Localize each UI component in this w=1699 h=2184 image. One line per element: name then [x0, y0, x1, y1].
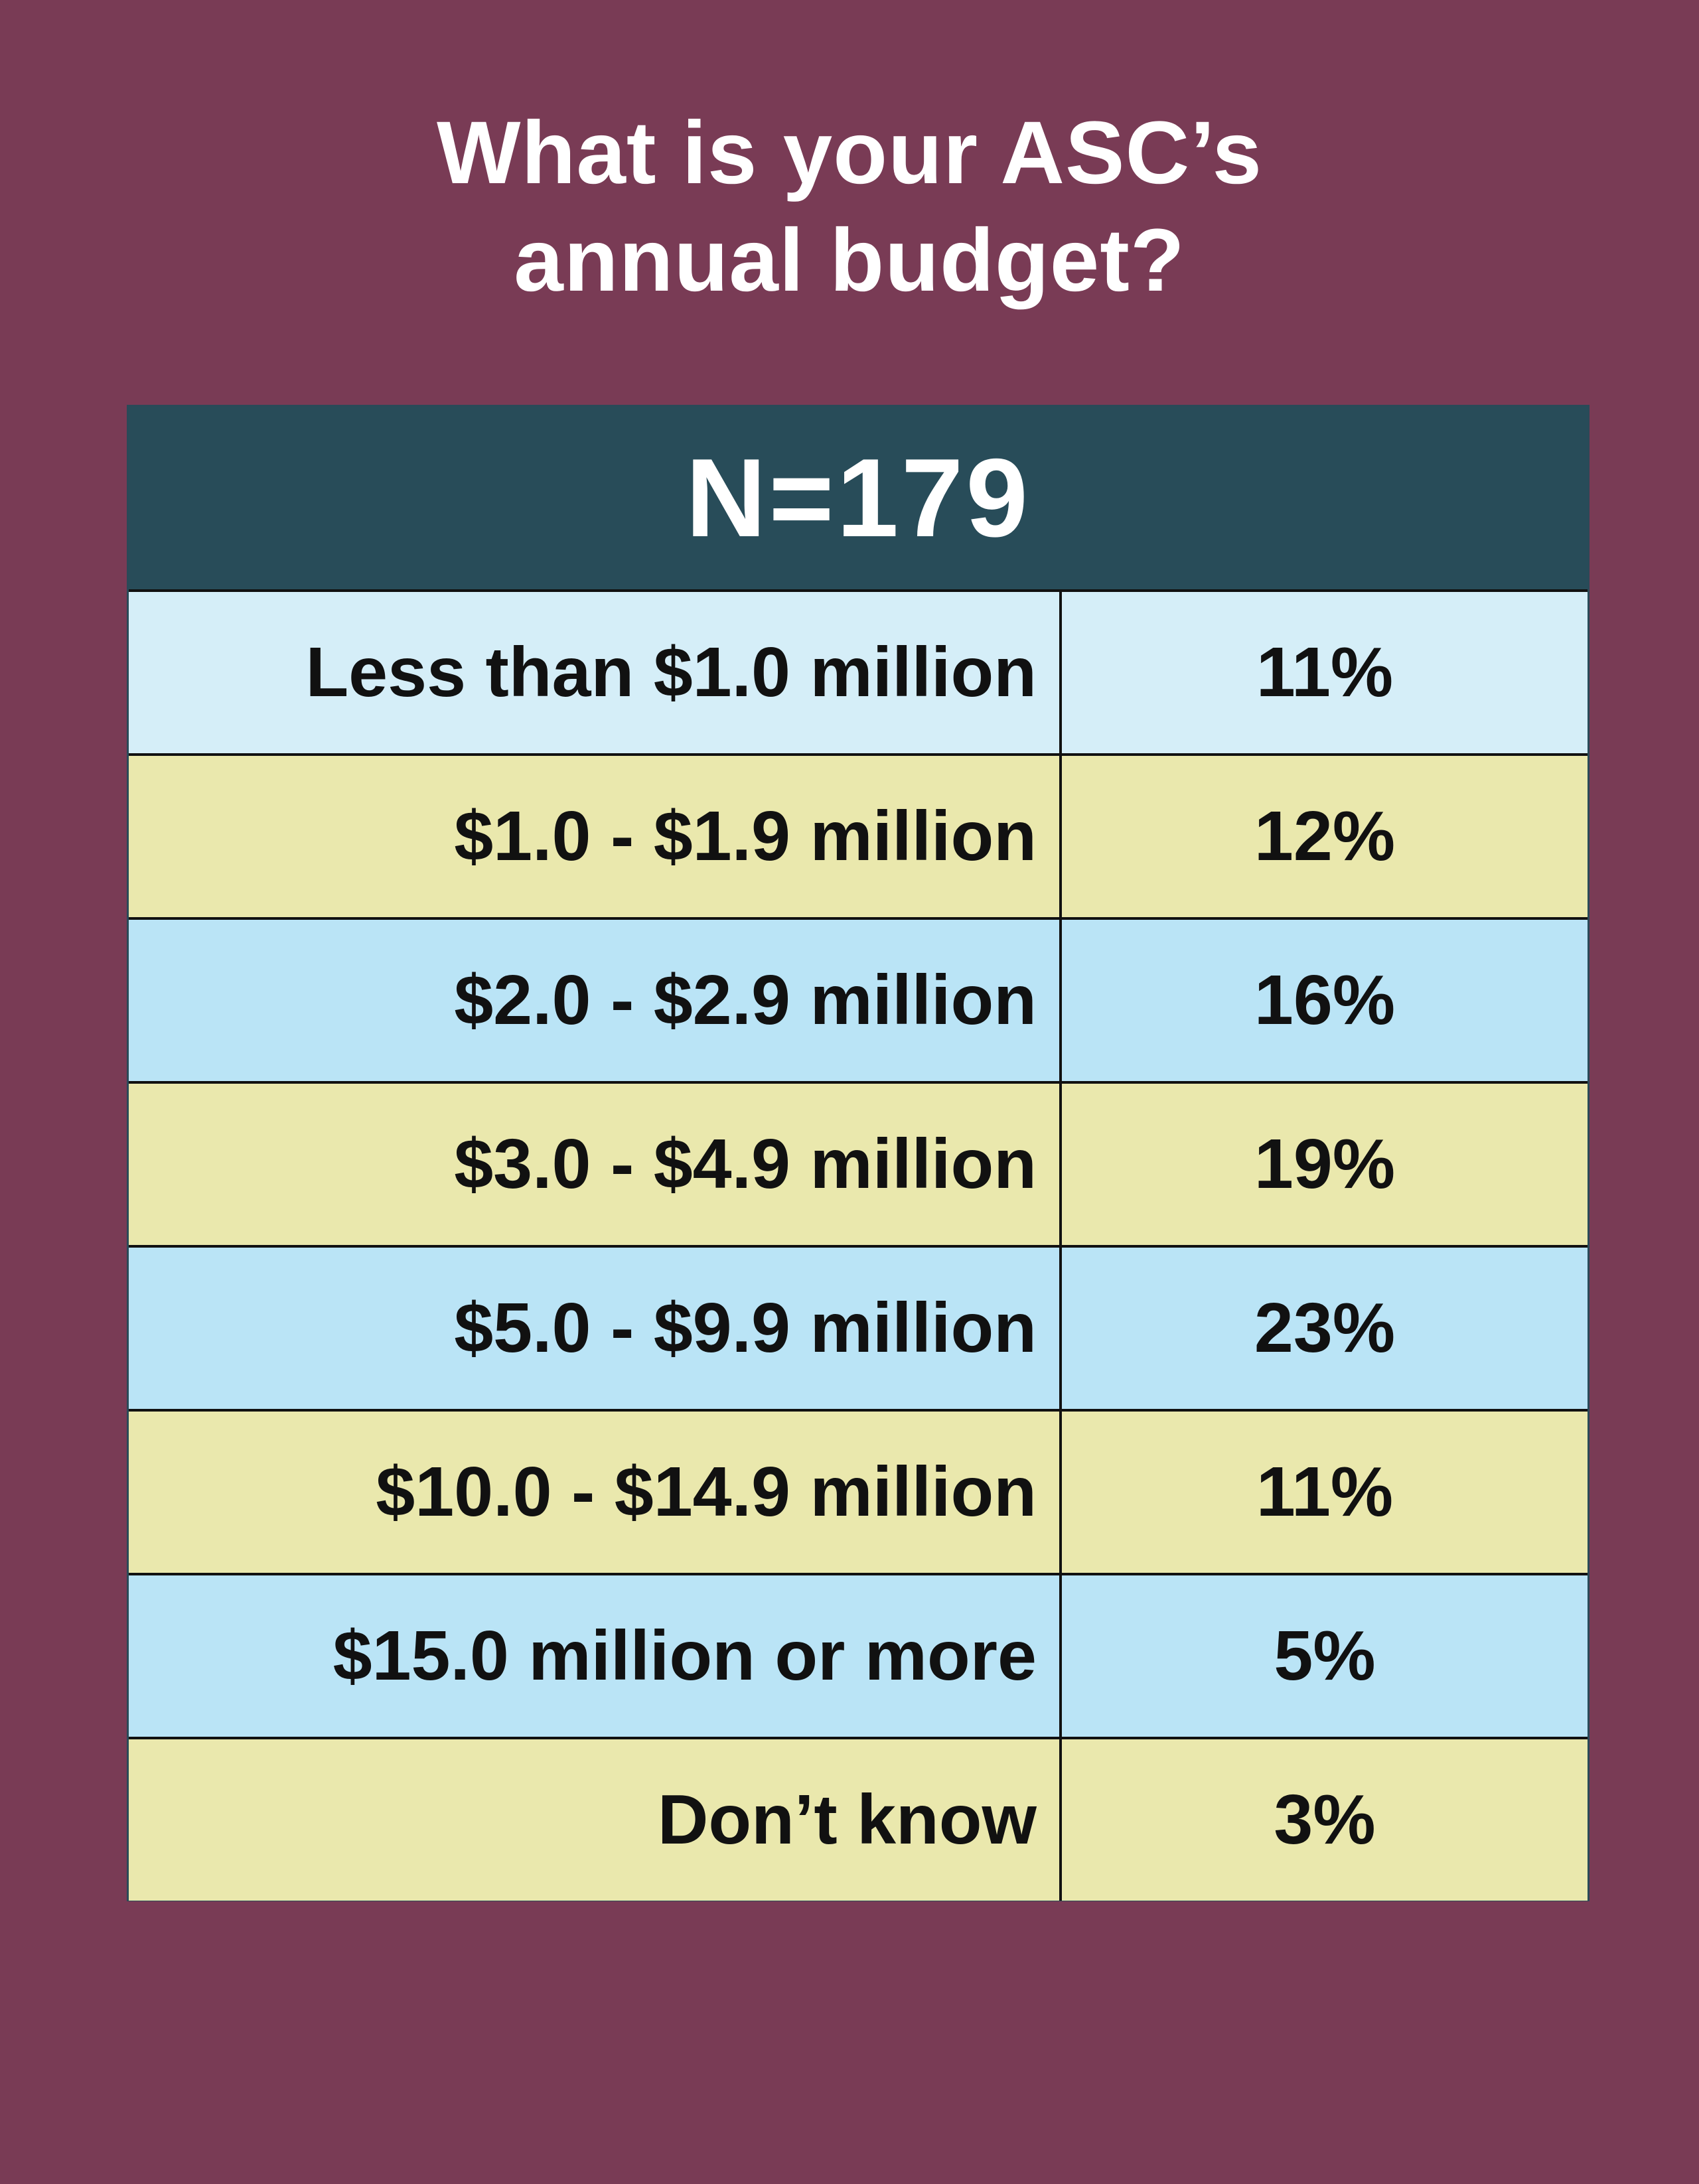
table-row: $15.0 million or more 5%: [129, 1575, 1588, 1739]
row-label: $15.0 million or more: [129, 1575, 1062, 1737]
row-value: 11%: [1256, 633, 1394, 711]
table-row: $10.0 - $14.9 million 11%: [129, 1412, 1588, 1575]
row-value: 16%: [1254, 961, 1396, 1039]
row-label: Less than $1.0 million: [129, 592, 1062, 753]
row-value: 5%: [1274, 1617, 1376, 1695]
row-label: $1.0 - $1.9 million: [129, 756, 1062, 917]
row-label: $10.0 - $14.9 million: [129, 1412, 1062, 1573]
table-body: Less than $1.0 million 11% $1.0 - $1.9 m…: [129, 592, 1588, 1901]
row-label: $5.0 - $9.9 million: [129, 1248, 1062, 1409]
table-row: Less than $1.0 million 11%: [129, 592, 1588, 756]
table-row: $3.0 - $4.9 million 19%: [129, 1084, 1588, 1248]
row-value: 12%: [1254, 797, 1396, 875]
chart-title-line-1: What is your ASC’s: [436, 104, 1263, 202]
table-row: $5.0 - $9.9 million 23%: [129, 1248, 1588, 1412]
table-header: N=179: [129, 407, 1588, 592]
table-row: $1.0 - $1.9 million 12%: [129, 756, 1588, 920]
budget-table: N=179 Less than $1.0 million 11% $1.0 - …: [127, 405, 1589, 1901]
row-value: 3%: [1274, 1781, 1376, 1859]
row-label: $2.0 - $2.9 million: [129, 920, 1062, 1081]
table-row: $2.0 - $2.9 million 16%: [129, 920, 1588, 1084]
row-value: 23%: [1254, 1289, 1396, 1367]
sample-size-label: N=179: [686, 435, 1031, 560]
row-value: 19%: [1254, 1125, 1396, 1203]
chart-title-line-2: annual budget?: [514, 211, 1185, 310]
chart-title: What is your ASC’s annual budget?: [0, 100, 1699, 315]
row-label: $3.0 - $4.9 million: [129, 1084, 1062, 1245]
row-label: Don’t know: [129, 1739, 1062, 1901]
row-value: 11%: [1256, 1453, 1394, 1531]
table-row: Don’t know 3%: [129, 1739, 1588, 1901]
